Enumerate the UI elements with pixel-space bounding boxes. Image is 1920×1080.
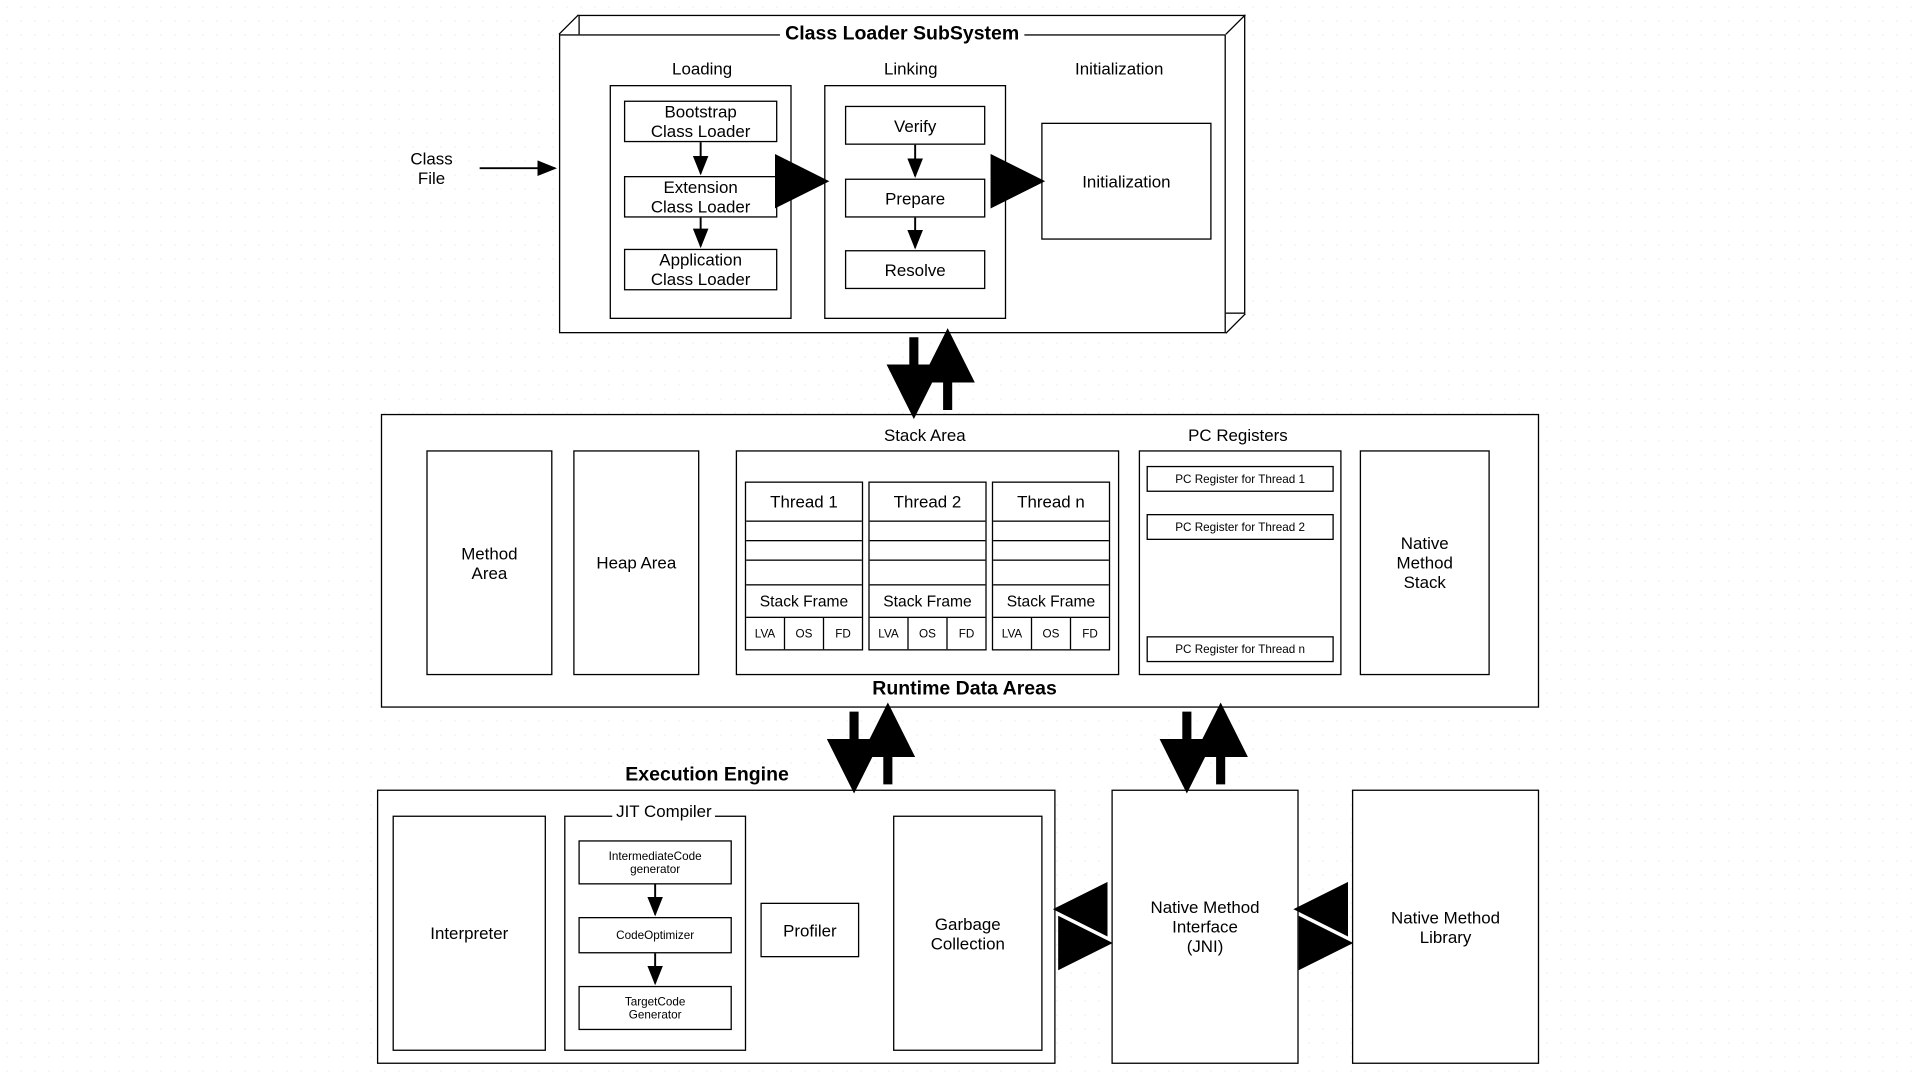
label: Initialization (1071, 59, 1167, 78)
edge-3d (1226, 314, 1246, 334)
node-jit2: CodeOptimizer (578, 917, 731, 953)
label: Execution Engine (620, 764, 794, 786)
node-gc: GarbageCollection (893, 816, 1043, 1051)
node-load-1: BootstrapClass Loader (624, 101, 777, 143)
sf-cell: LVA (993, 618, 1032, 649)
node-jit3: TargetCodeGenerator (578, 986, 731, 1030)
node-link-1: Verify (845, 106, 985, 145)
node-heap-area: Heap Area (573, 450, 699, 675)
node-nm-stack: NativeMethodStack (1360, 450, 1490, 675)
stack-frame-label: Stack Frame (746, 584, 862, 618)
node-classfile: ClassFile (386, 142, 477, 194)
node-load-3: ApplicationClass Loader (624, 249, 777, 291)
label: JIT Compiler (612, 801, 715, 821)
label: PC Registers (1184, 426, 1291, 446)
sf-cell: FD (948, 618, 986, 649)
sf-cell: FD (824, 618, 862, 649)
thread-title: Thread 1 (746, 483, 862, 522)
node-jni: Native MethodInterface(JNI) (1111, 790, 1298, 1064)
diagram-stage: ClassFile BootstrapClass Loader ExtensionC… (35, 12, 1885, 1068)
sf-cell: LVA (746, 618, 785, 649)
edge-3d (559, 15, 579, 34)
node-thr3: Thread n Stack FrameLVAOSFD (992, 482, 1110, 651)
label: Stack Area (880, 426, 970, 446)
label: Linking (880, 59, 941, 78)
node-pc2: PC Register for Thread 2 (1147, 514, 1334, 540)
sf-cell: LVA (870, 618, 909, 649)
sf-cell: OS (1032, 618, 1071, 649)
node-link-2: Prepare (845, 179, 985, 218)
node-interpreter: Interpreter (393, 816, 546, 1051)
label: Class Loader SubSystem (780, 23, 1025, 45)
sf-cell: FD (1071, 618, 1109, 649)
label: Runtime Data Areas (867, 678, 1062, 700)
node-profiler: Profiler (760, 903, 859, 958)
node-thr2: Thread 2 Stack FrameLVAOSFD (868, 482, 986, 651)
thread-title: Thread 2 (870, 483, 986, 522)
stack-frame-label: Stack Frame (993, 584, 1109, 618)
node-lib: Native MethodLibrary (1352, 790, 1539, 1064)
sf-cell: OS (909, 618, 948, 649)
node-pc1: PC Register for Thread 1 (1147, 466, 1334, 492)
node-method-area: MethodArea (426, 450, 552, 675)
node-init-box: Initialization (1041, 123, 1211, 240)
sf-cell: OS (785, 618, 824, 649)
node-thr1: Thread 1 Stack FrameLVAOSFD (745, 482, 863, 651)
thread-title: Thread n (993, 483, 1109, 522)
node-jit1: IntermediateCodegenerator (578, 840, 731, 884)
node-pc3: PC Register for Thread n (1147, 636, 1334, 662)
label: Loading (668, 59, 736, 78)
node-load-2: ExtensionClass Loader (624, 176, 777, 218)
node-link-3: Resolve (845, 250, 985, 289)
stack-frame-label: Stack Frame (870, 584, 986, 618)
